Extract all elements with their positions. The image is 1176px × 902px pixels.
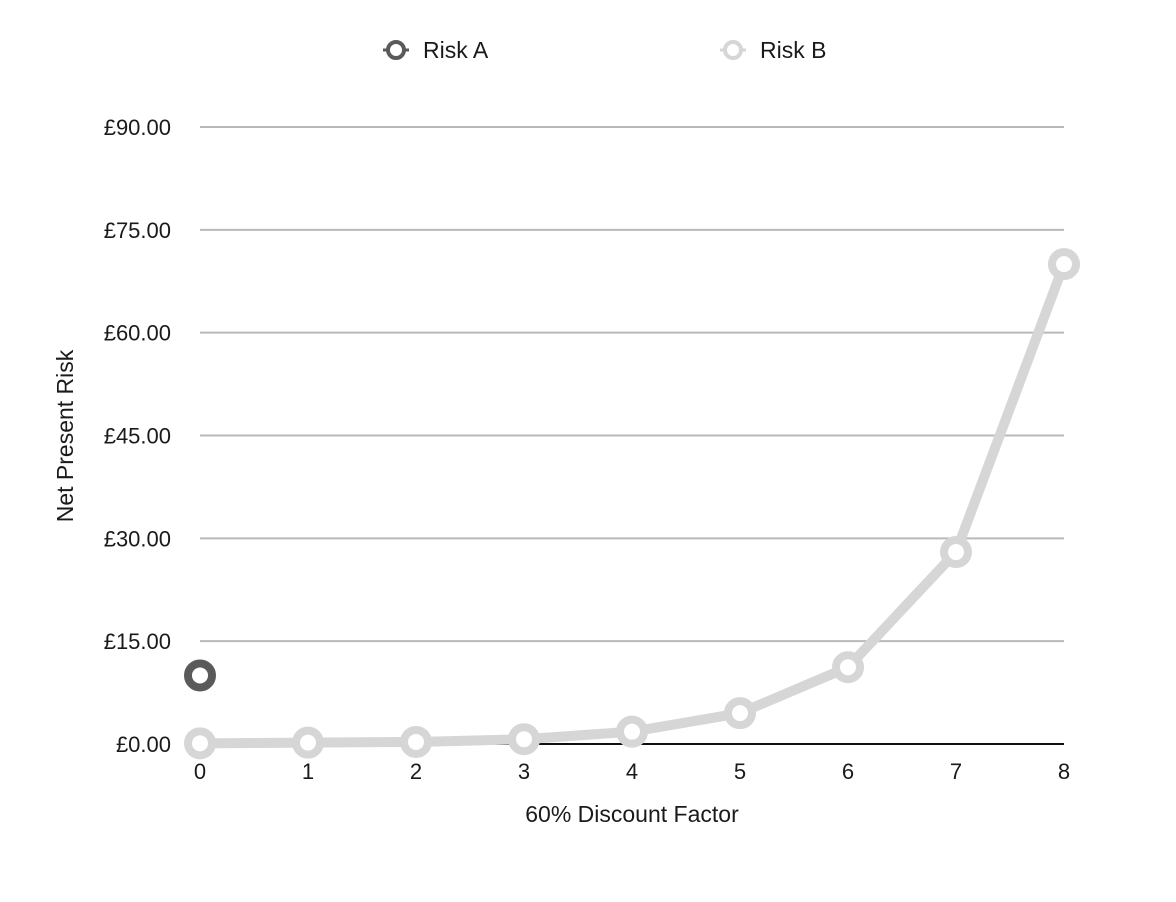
data-point [724,697,756,730]
data-point [508,723,540,756]
data-point [832,651,864,684]
x-tick-label: 6 [842,759,854,784]
y-axis-ticks: £0.00 £15.00 £30.00 £45.00 £60.00 £75.00 £90.0… [104,115,171,757]
legend-item: Risk A [383,37,489,63]
legend-item: Risk B [720,37,826,63]
x-tick-label: 7 [950,759,962,784]
legend: Risk A Risk B [383,37,826,63]
gridlines [200,126,1064,745]
data-point [616,715,648,748]
y-tick-label: £15.00 [104,629,171,654]
legend-label: Risk A [423,37,489,63]
series-line [195,259,1069,749]
x-axis-title: 60% Discount Factor [525,801,739,827]
series-layer [184,248,1080,760]
legend-marker [723,40,743,60]
data-point [184,727,216,760]
data-point [400,725,432,758]
series-risk-b [184,248,1080,760]
x-axis-ticks: 0 1 2 3 4 5 6 7 8 [194,759,1070,784]
x-tick-label: 3 [518,759,530,784]
legend-label: Risk B [760,37,826,63]
data-point [940,536,972,569]
x-tick-label: 2 [410,759,422,784]
data-point [292,726,324,759]
data-point [184,659,216,692]
y-tick-label: £60.00 [104,321,171,346]
x-tick-label: 0 [194,759,206,784]
y-tick-label: £30.00 [104,526,171,551]
y-tick-label: £90.00 [104,115,171,140]
y-tick-label: £75.00 [104,218,171,243]
legend-marker [386,40,406,60]
y-tick-label: £45.00 [104,424,171,449]
y-tick-label: £0.00 [116,732,171,757]
y-axis-title: Net Present Risk [52,349,78,522]
series-risk-a [184,659,216,692]
x-tick-label: 1 [302,759,314,784]
x-tick-label: 8 [1058,759,1070,784]
data-point [1048,248,1080,281]
x-tick-label: 4 [626,759,638,784]
x-tick-label: 5 [734,759,746,784]
